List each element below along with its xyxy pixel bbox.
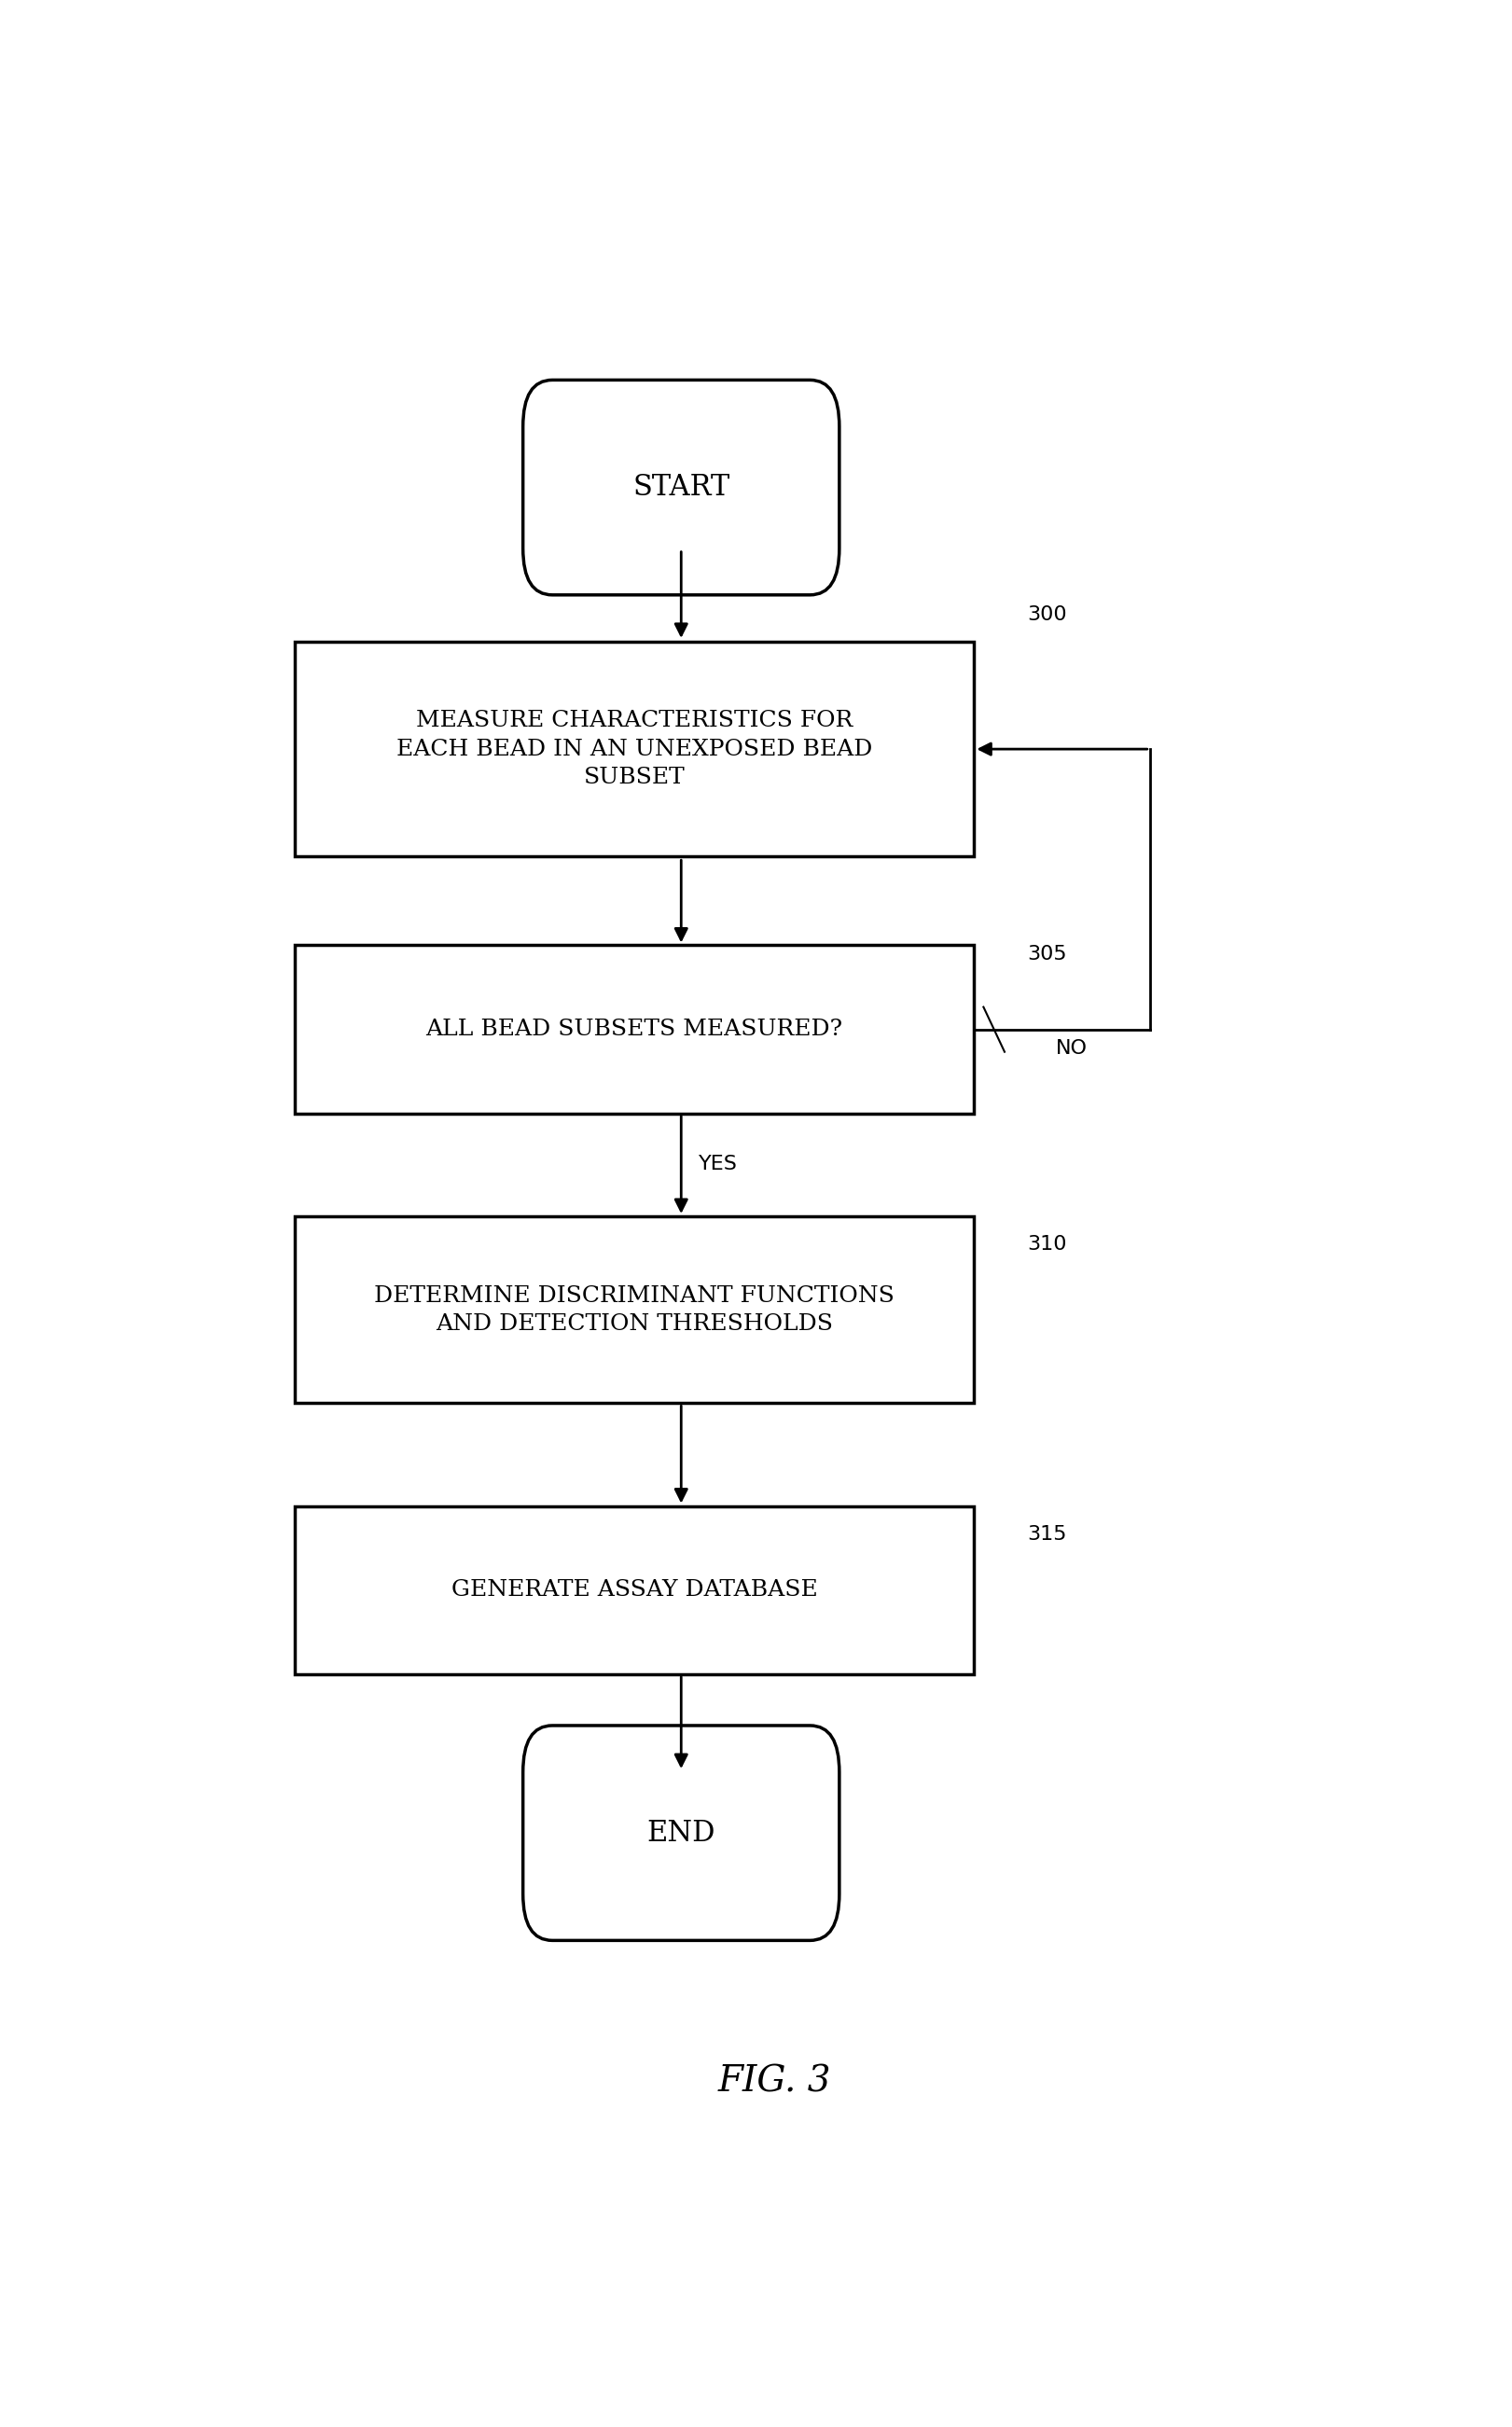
Bar — [295, 1216, 974, 1403]
Text: ALL BEAD SUBSETS MEASURED?: ALL BEAD SUBSETS MEASURED? — [426, 1019, 842, 1041]
FancyBboxPatch shape — [523, 1726, 839, 1942]
Text: 315: 315 — [1027, 1524, 1066, 1544]
Text: GENERATE ASSAY DATABASE: GENERATE ASSAY DATABASE — [451, 1580, 818, 1602]
Text: 310: 310 — [1027, 1235, 1066, 1255]
Text: YES: YES — [699, 1155, 738, 1172]
Bar — [295, 1505, 974, 1675]
Text: END: END — [647, 1818, 715, 1847]
Bar — [295, 641, 974, 857]
Text: DETERMINE DISCRIMINANT FUNCTIONS
AND DETECTION THRESHOLDS: DETERMINE DISCRIMINANT FUNCTIONS AND DET… — [373, 1284, 895, 1335]
Text: 300: 300 — [1027, 604, 1066, 624]
Text: START: START — [632, 473, 730, 502]
Text: NO: NO — [1057, 1039, 1087, 1058]
Text: 305: 305 — [1027, 947, 1066, 964]
Bar — [295, 944, 974, 1114]
FancyBboxPatch shape — [523, 381, 839, 595]
Text: FIG. 3: FIG. 3 — [718, 2065, 832, 2099]
Text: MEASURE CHARACTERISTICS FOR
EACH BEAD IN AN UNEXPOSED BEAD
SUBSET: MEASURE CHARACTERISTICS FOR EACH BEAD IN… — [396, 711, 872, 789]
